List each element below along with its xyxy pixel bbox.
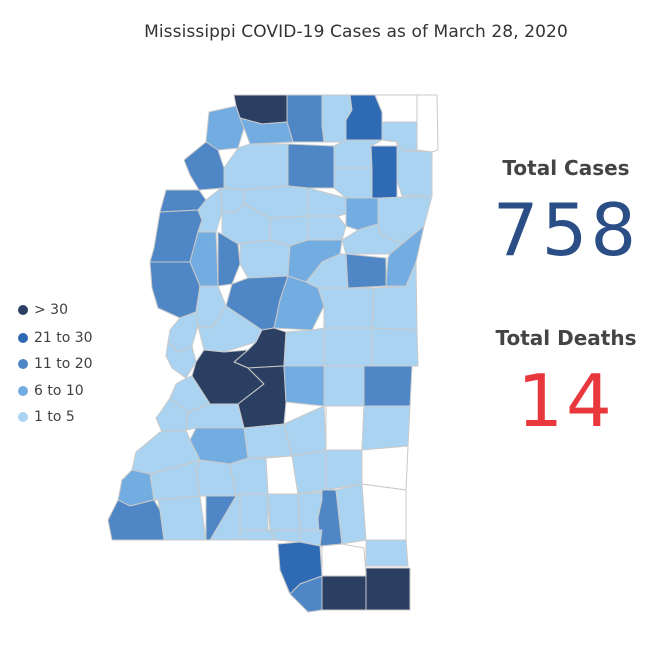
county-region	[165, 341, 197, 379]
county-region	[370, 145, 398, 199]
county-region	[239, 239, 291, 279]
county-region	[157, 495, 207, 541]
county-region	[205, 105, 245, 151]
county-region	[287, 143, 335, 189]
county-region	[273, 275, 325, 331]
county-region	[371, 327, 419, 367]
legend-swatch-gt-30	[18, 305, 28, 315]
county-region	[345, 94, 383, 141]
county-region	[345, 253, 387, 289]
county-region	[107, 499, 165, 541]
legend-label-gt-30: > 30	[34, 302, 68, 318]
county-region	[363, 365, 413, 407]
legend-label-6-to-10: 6 to 10	[34, 383, 84, 399]
county-region	[223, 143, 289, 191]
legend-item-11-to-20: 11 to 20	[18, 354, 93, 374]
legend-label-21-to-30: 21 to 30	[34, 330, 93, 346]
county-region	[361, 445, 409, 491]
legend-swatch-1-to-5	[18, 412, 28, 422]
county-region	[149, 459, 201, 501]
legend-swatch-11-to-20	[18, 359, 28, 369]
legend-label-1-to-5: 1 to 5	[34, 409, 75, 425]
county-region	[149, 261, 201, 319]
total-cases-label: Total Cases	[502, 156, 630, 180]
county-region	[197, 187, 223, 233]
county-region	[229, 457, 269, 497]
legend-item-gt-30: > 30	[18, 300, 68, 320]
county-region	[283, 365, 325, 407]
county-region	[321, 575, 367, 611]
county-region	[307, 215, 347, 241]
county-region	[365, 539, 409, 567]
legend-item-1-to-5: 1 to 5	[18, 407, 75, 427]
legend-item-21-to-30: 21 to 30	[18, 328, 93, 348]
legend-item-6-to-10: 6 to 10	[18, 381, 84, 401]
county-region	[283, 405, 327, 457]
county-region	[365, 567, 411, 611]
county-region	[183, 141, 225, 191]
county-region	[317, 287, 375, 329]
county-region	[325, 405, 365, 451]
county-region	[291, 449, 327, 495]
total-deaths-value: 14	[517, 359, 615, 443]
county-regions	[107, 94, 439, 613]
county-region	[385, 225, 425, 287]
legend-label-11-to-20: 11 to 20	[34, 356, 93, 372]
county-region	[335, 483, 367, 545]
county-region	[283, 327, 325, 367]
legend-swatch-21-to-30	[18, 333, 28, 343]
county-region	[325, 449, 363, 491]
county-region	[361, 483, 407, 541]
county-region	[371, 261, 418, 331]
county-region	[416, 94, 439, 153]
total-cases-value: 758	[492, 188, 640, 272]
legend-swatch-6-to-10	[18, 386, 28, 396]
county-region	[286, 94, 325, 143]
county-region	[267, 493, 301, 531]
county-region	[307, 187, 347, 217]
county-region	[321, 543, 367, 577]
county-region	[323, 327, 373, 367]
county-region	[323, 365, 365, 407]
county-region	[117, 469, 155, 507]
county-region	[361, 405, 411, 451]
county-region	[239, 117, 294, 145]
total-deaths-label: Total Deaths	[495, 326, 637, 350]
county-region	[341, 223, 403, 255]
map-title: Mississippi COVID-19 Cases as of March 2…	[144, 22, 568, 42]
county-region	[333, 167, 373, 199]
county-region	[239, 493, 269, 531]
